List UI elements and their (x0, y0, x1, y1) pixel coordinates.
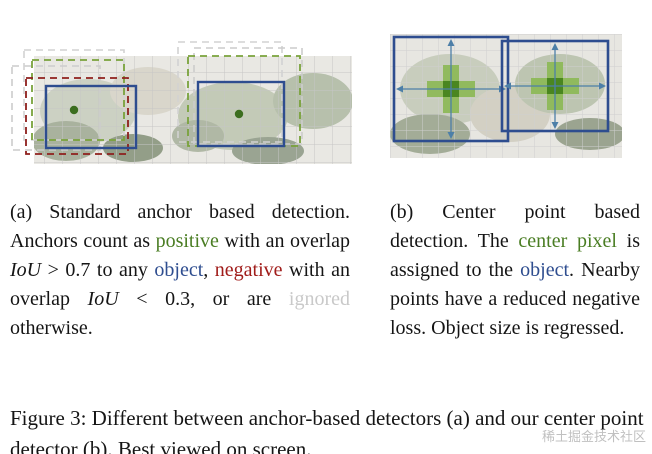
ignored-anchor-box (11, 65, 101, 151)
caption-a: (a) Standard anchor based detection. Anc… (10, 201, 351, 339)
figure-a-panel (8, 36, 352, 170)
figure-b-panel (390, 34, 622, 166)
center-dot (234, 109, 244, 119)
figure-a-photo (34, 56, 352, 164)
object-box (44, 84, 138, 150)
figure-a-diagram (11, 41, 352, 164)
arrowheads (504, 43, 606, 129)
figure-b-photo (390, 34, 622, 158)
center-dot (69, 105, 79, 115)
ignored-anchor-box (193, 47, 303, 145)
ignored-anchor-box (177, 41, 283, 143)
caption-b: (b) Center point based detection. The ce… (390, 201, 641, 339)
object-box (392, 35, 510, 143)
watermark: 稀土掘金技术社区 (541, 430, 646, 445)
object-box (196, 80, 286, 148)
positive-anchor-box (31, 59, 125, 141)
object-box (500, 39, 610, 133)
figure-b-diagram (390, 34, 622, 158)
figure-caption: Figure 3: Different between anchor-based… (10, 406, 644, 454)
negative-anchor-box (25, 77, 129, 155)
